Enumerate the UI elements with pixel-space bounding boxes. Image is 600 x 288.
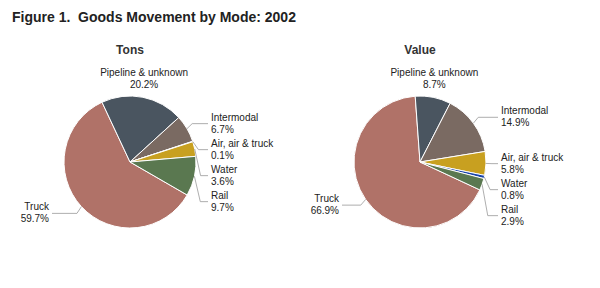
- pie-slice: [130, 156, 196, 195]
- slice-label: Water: [501, 178, 528, 189]
- leader-line: [484, 177, 498, 190]
- chart-title: Value: [404, 43, 436, 57]
- pie-slice: [420, 162, 484, 190]
- slice-label: Water: [211, 164, 238, 175]
- leader-line: [187, 124, 208, 129]
- leader-line: [194, 176, 208, 201]
- data-label: 5.8%: [501, 164, 524, 175]
- leader-line: [473, 117, 498, 123]
- slice-label: Truck: [314, 193, 340, 204]
- slice-label: Air, air & truck: [501, 152, 564, 163]
- data-label: 3.6%: [211, 176, 234, 187]
- data-label: 20.2%: [130, 79, 158, 90]
- leader-line: [486, 163, 498, 164]
- leader-line: [195, 149, 208, 176]
- data-label: 59.7%: [21, 213, 49, 224]
- slice-label: Intermodal: [211, 112, 258, 123]
- data-label: 66.9%: [311, 205, 339, 216]
- slice-label: Intermodal: [501, 105, 548, 116]
- leader-line: [342, 199, 366, 205]
- chart: Figure 1. Goods Movement by Mode: 2002 To…: [0, 0, 600, 288]
- slice-label: Pipeline & unknown: [100, 67, 188, 78]
- slice-label: Rail: [211, 190, 228, 201]
- pie-chart: Value Pipeline & unknown8.7% Truck66.9% Int…: [311, 43, 565, 228]
- data-label: 6.7%: [211, 124, 234, 135]
- slice-label: Pipeline & unknown: [390, 67, 478, 78]
- pie-chart: Tons Pipeline & unknown20.2% Truck59.7% Int…: [21, 43, 275, 228]
- slice-label: Truck: [24, 201, 50, 212]
- leader-line: [482, 184, 498, 215]
- slice-label: Rail: [501, 204, 518, 215]
- data-label: 8.7%: [423, 79, 446, 90]
- chart-title: Tons: [116, 43, 144, 57]
- data-label: 0.8%: [501, 190, 524, 201]
- data-label: 14.9%: [501, 117, 529, 128]
- data-label: 9.7%: [211, 202, 234, 213]
- data-label: 2.9%: [501, 216, 524, 227]
- leader-line: [193, 142, 208, 150]
- slice-label: Air, air & truck: [211, 138, 274, 149]
- data-label: 0.1%: [211, 150, 234, 161]
- figure-title: Figure 1. Goods Movement by Mode: 2002: [12, 9, 296, 25]
- leader-line: [52, 207, 81, 214]
